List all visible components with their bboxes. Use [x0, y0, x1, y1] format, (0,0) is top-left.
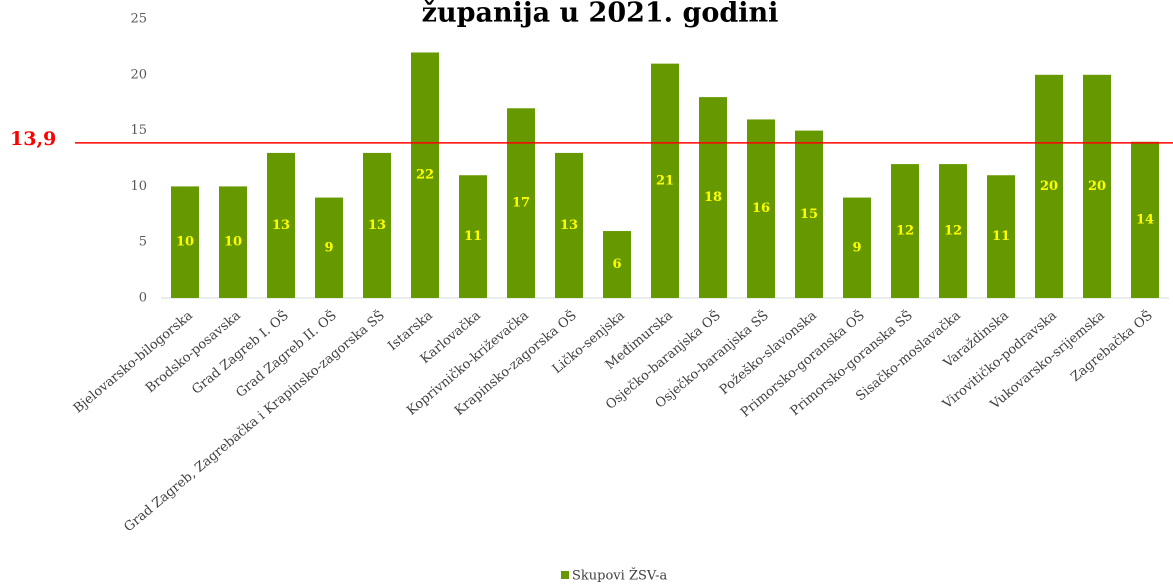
bar: [603, 231, 631, 298]
y-tick-label: 25: [130, 12, 147, 27]
reference-label: 13,9: [10, 128, 56, 150]
data-label: 15: [800, 207, 818, 222]
data-label: 10: [224, 235, 242, 250]
bar: [699, 97, 727, 299]
data-label: 21: [656, 173, 674, 188]
bar: [939, 164, 967, 298]
data-label: 12: [944, 224, 962, 239]
bar: [747, 119, 775, 298]
data-label: 16: [752, 201, 770, 216]
y-tick-label: 10: [130, 179, 147, 194]
y-tick-label: 20: [130, 67, 147, 82]
data-label: 13: [560, 218, 578, 233]
bar: [555, 152, 583, 298]
data-label: 20: [1088, 179, 1106, 194]
data-label: 13: [272, 218, 290, 233]
data-label: 17: [512, 196, 530, 211]
bar: [171, 186, 199, 298]
bar: [891, 164, 919, 298]
legend-label: Skupovi ŽSV-a: [572, 568, 667, 584]
data-label: 6: [612, 257, 621, 272]
data-label: 18: [704, 190, 722, 205]
bar: [1083, 74, 1111, 298]
bar: [1035, 74, 1063, 298]
y-tick-label: 15: [130, 123, 147, 138]
data-label: 20: [1040, 179, 1058, 194]
data-label: 13: [368, 218, 386, 233]
y-tick-label: 0: [139, 291, 147, 306]
bar: [507, 108, 535, 298]
data-label: 12: [896, 224, 914, 239]
bar: [459, 175, 487, 298]
bar: [843, 197, 871, 298]
data-label: 11: [464, 229, 482, 244]
bar: [411, 52, 439, 299]
bar: [987, 175, 1015, 298]
bar: [267, 152, 295, 298]
data-label: 14: [1136, 212, 1154, 227]
chart-title: županija u 2021. godini: [422, 0, 779, 29]
bar: [219, 186, 247, 298]
bar: [651, 63, 679, 298]
data-label: 22: [416, 168, 434, 183]
data-label: 10: [176, 235, 194, 250]
bar: [363, 152, 391, 298]
bar: [315, 197, 343, 298]
y-tick-label: 5: [139, 235, 147, 250]
legend-swatch: [561, 571, 569, 579]
bar: [795, 130, 823, 298]
data-label: 9: [852, 240, 861, 255]
bar: [1131, 141, 1159, 298]
data-label: 9: [324, 240, 333, 255]
data-label: 11: [992, 229, 1010, 244]
x-tick-label: Zagrebačka OŠ: [1067, 307, 1156, 385]
